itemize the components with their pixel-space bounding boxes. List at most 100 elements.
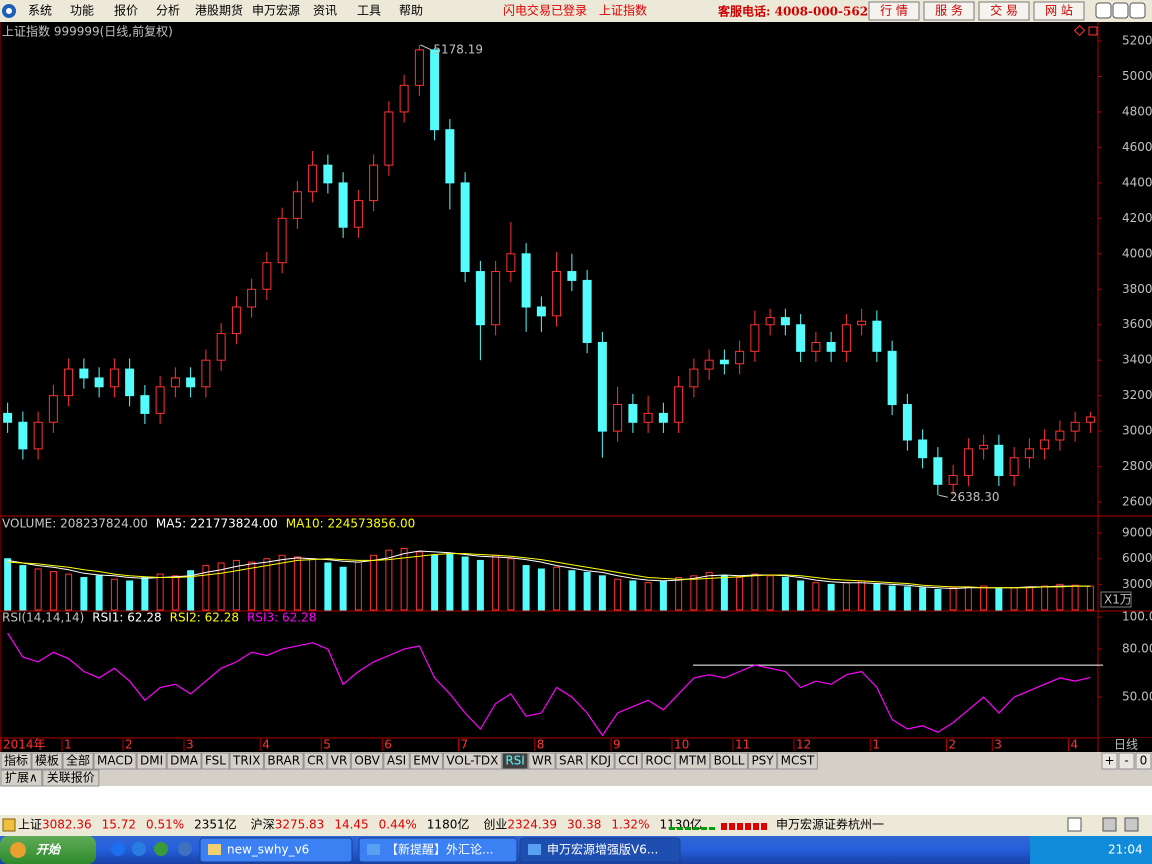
sub-tab[interactable] [0,769,43,787]
tab[interactable] [501,752,529,770]
tab-label[interactable]: WR [532,754,552,768]
tab[interactable] [675,752,711,770]
task-label[interactable]: 申万宏源增强版V6... [547,842,658,857]
tab[interactable] [383,752,410,770]
tab-label[interactable]: FSL [205,754,226,768]
tab[interactable] [777,752,818,770]
tab-control-label[interactable]: + [1104,754,1114,768]
tab-label[interactable]: SAR [559,754,583,768]
nav-button-label[interactable]: 服 务 [935,3,963,18]
tab-label[interactable]: MTM [679,754,707,768]
tab[interactable] [586,752,615,770]
start-button[interactable] [0,836,96,864]
menu-item[interactable]: 功能 [70,4,94,18]
tab-label[interactable]: VOL-TDX [446,754,498,768]
tab-label[interactable]: TRIX [232,754,260,768]
tab[interactable] [409,752,443,770]
tab-label[interactable]: MCST [781,754,815,768]
nav-button[interactable] [923,1,975,21]
tab[interactable] [263,752,304,770]
menu-item[interactable]: 报价 [114,3,138,18]
tab[interactable] [555,752,587,770]
menu-item[interactable]: 申万宏源 [252,3,300,18]
tab-control[interactable] [1118,752,1135,770]
task-button[interactable] [199,837,353,863]
nav-button[interactable] [1033,1,1085,21]
start-logo[interactable] [10,842,26,858]
tab[interactable] [0,752,32,770]
task-label[interactable]: new_swhy_v6 [227,843,309,857]
task-button[interactable] [519,837,681,863]
start-label[interactable]: 开始 [36,843,62,857]
tab-label[interactable]: ASI [387,754,406,768]
sub-tab-label[interactable]: 关联报价 [47,770,95,785]
task-label[interactable]: 【新提醒】外汇论... [386,842,493,857]
task-button[interactable] [358,837,518,863]
candle-body [186,377,196,388]
nav-button-label[interactable]: 交 易 [990,3,1018,18]
tab-label[interactable]: CR [307,754,324,768]
menu-item[interactable]: 系统 [28,4,52,18]
tab-label[interactable]: PSY [751,754,774,768]
nav-button[interactable] [978,1,1030,21]
menu-item[interactable]: 帮助 [399,4,423,18]
menu-item[interactable]: 工具 [357,4,381,18]
tab[interactable] [201,752,230,770]
sub-tab-label[interactable]: 扩展∧ [5,771,38,785]
tab-label[interactable]: OBV [354,754,380,768]
window-button[interactable] [1112,2,1129,19]
tab[interactable] [136,752,167,770]
tab-label[interactable]: 模板 [35,754,59,768]
tab-label[interactable]: DMA [170,754,199,768]
tab[interactable] [166,752,202,770]
tab[interactable] [229,752,264,770]
tab[interactable] [303,752,328,770]
tab-label[interactable]: 指标 [4,753,28,768]
sub-tab[interactable] [42,769,100,787]
tab-label[interactable]: RSI [505,754,525,768]
quick-launch[interactable] [111,842,125,856]
tab[interactable] [93,752,137,770]
volume-bar [888,585,896,611]
tab[interactable] [710,752,748,770]
tab-label[interactable]: CCI [618,754,638,768]
tab[interactable] [528,752,556,770]
nav-button-label[interactable]: 网 站 [1045,4,1073,18]
volume-bar [858,580,866,611]
tab[interactable] [327,752,351,770]
nav-button[interactable] [868,1,920,21]
quick-launch[interactable] [132,842,146,856]
menu-item[interactable]: 港股期货 [195,3,243,18]
tab-label[interactable]: 全部 [66,753,90,768]
tab-label[interactable]: BRAR [267,754,300,768]
window-button[interactable] [1129,2,1146,19]
tab[interactable] [350,752,384,770]
tab-control-label[interactable]: 0 [1140,754,1148,768]
nav-button-label[interactable]: 行 情 [880,4,908,18]
menu-item[interactable]: 资讯 [313,4,337,18]
tab-label[interactable]: ROC [645,754,671,768]
tab[interactable] [641,752,676,770]
window-button[interactable] [1095,2,1112,19]
tab-control[interactable] [1101,752,1118,770]
candle-body [750,324,760,352]
tab-control-label[interactable]: - [1124,754,1128,768]
tab-label[interactable]: DMI [140,754,163,768]
tab-label[interactable]: MACD [97,754,133,768]
tab-label[interactable]: EMV [413,754,440,768]
tab-control[interactable] [1135,752,1152,770]
tab[interactable] [614,752,642,770]
x-tick-label: 5 [323,738,331,752]
tab[interactable] [442,752,502,770]
tab[interactable] [31,752,63,770]
tab-label[interactable]: VR [331,754,348,768]
tab-label[interactable]: BOLL [714,754,745,768]
tab[interactable] [747,752,778,770]
menu-item[interactable]: 分析 [156,4,180,18]
quick-launch[interactable] [178,842,192,856]
volume-bar [736,577,744,611]
tab-label[interactable]: KDJ [590,754,611,768]
quick-launch[interactable] [154,842,168,856]
tab[interactable] [62,752,94,770]
volume-bar [431,554,439,611]
